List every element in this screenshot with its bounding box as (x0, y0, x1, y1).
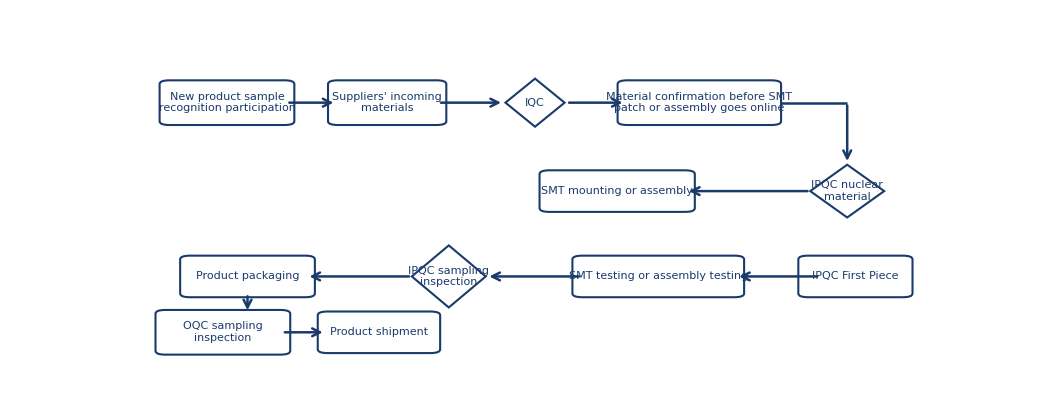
FancyBboxPatch shape (156, 310, 290, 355)
Text: IQC: IQC (525, 98, 545, 108)
Text: Product shipment: Product shipment (330, 327, 428, 337)
Text: IPQC First Piece: IPQC First Piece (812, 272, 899, 281)
Text: SMT mounting or assembly: SMT mounting or assembly (542, 186, 693, 196)
Polygon shape (506, 79, 565, 127)
FancyBboxPatch shape (618, 80, 781, 125)
Text: New product sample
recognition participation: New product sample recognition participa… (159, 92, 296, 114)
FancyBboxPatch shape (328, 80, 446, 125)
Text: IPQC sampling
inspection: IPQC sampling inspection (408, 266, 490, 287)
Text: Product packaging: Product packaging (196, 272, 299, 281)
FancyBboxPatch shape (540, 170, 694, 212)
Text: Suppliers' incoming
materials: Suppliers' incoming materials (332, 92, 442, 114)
Text: IPQC nuclear
material: IPQC nuclear material (811, 180, 883, 202)
FancyBboxPatch shape (180, 256, 315, 297)
Polygon shape (411, 245, 485, 307)
Text: Material confirmation before SMT
patch or assembly goes online: Material confirmation before SMT patch o… (606, 92, 792, 114)
FancyBboxPatch shape (160, 80, 295, 125)
FancyBboxPatch shape (572, 256, 744, 297)
FancyBboxPatch shape (798, 256, 913, 297)
Polygon shape (810, 165, 884, 218)
Text: OQC sampling
inspection: OQC sampling inspection (183, 322, 263, 343)
FancyBboxPatch shape (318, 312, 440, 353)
Text: SMT testing or assembly testing: SMT testing or assembly testing (568, 272, 748, 281)
